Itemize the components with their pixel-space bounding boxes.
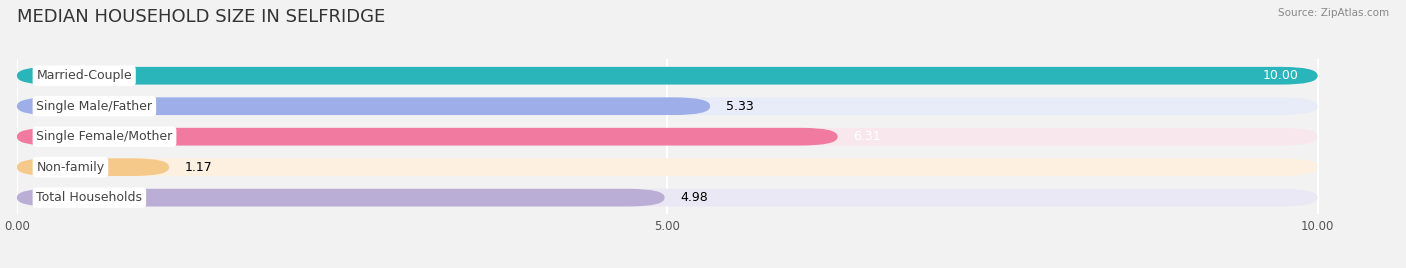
FancyBboxPatch shape [17,97,710,115]
Text: 1.17: 1.17 [184,161,212,174]
Text: Single Female/Mother: Single Female/Mother [37,130,173,143]
FancyBboxPatch shape [17,67,1317,85]
Text: Non-family: Non-family [37,161,104,174]
Text: 10.00: 10.00 [1263,69,1298,82]
FancyBboxPatch shape [17,189,1317,206]
FancyBboxPatch shape [17,67,1317,85]
Text: 5.33: 5.33 [725,100,754,113]
FancyBboxPatch shape [17,128,838,146]
Text: Married-Couple: Married-Couple [37,69,132,82]
Text: MEDIAN HOUSEHOLD SIZE IN SELFRIDGE: MEDIAN HOUSEHOLD SIZE IN SELFRIDGE [17,8,385,26]
FancyBboxPatch shape [17,97,1317,115]
Text: Total Households: Total Households [37,191,142,204]
Text: 6.31: 6.31 [853,130,880,143]
FancyBboxPatch shape [17,158,1317,176]
FancyBboxPatch shape [17,158,169,176]
Text: Single Male/Father: Single Male/Father [37,100,152,113]
FancyBboxPatch shape [17,128,1317,146]
FancyBboxPatch shape [17,189,665,206]
Text: 4.98: 4.98 [681,191,709,204]
Text: Source: ZipAtlas.com: Source: ZipAtlas.com [1278,8,1389,18]
